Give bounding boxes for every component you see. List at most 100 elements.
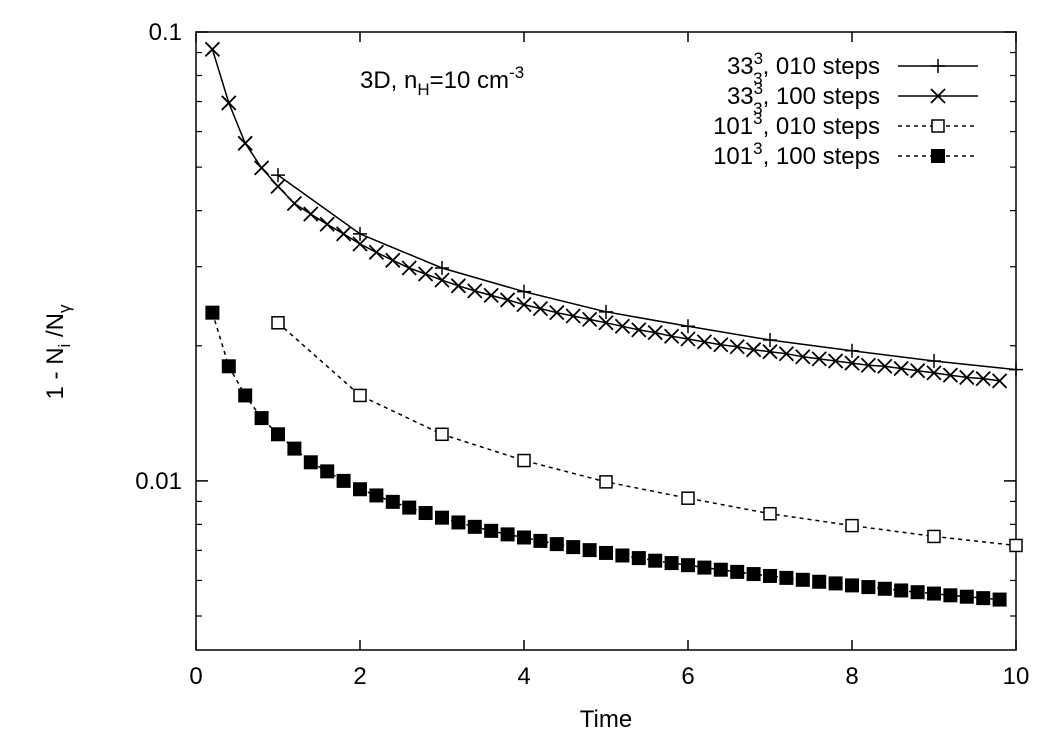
data-point bbox=[286, 195, 303, 212]
data-point bbox=[959, 589, 974, 604]
data-point bbox=[565, 308, 581, 324]
data-point bbox=[517, 453, 531, 468]
data-point bbox=[713, 337, 729, 353]
legend-item: 1013, 010 steps bbox=[713, 109, 978, 140]
data-point bbox=[812, 574, 827, 589]
data-point bbox=[385, 494, 400, 509]
x-tick-label: 0 bbox=[189, 663, 202, 690]
data-point bbox=[746, 567, 761, 582]
legend-marker bbox=[931, 149, 945, 163]
data-point bbox=[845, 578, 859, 593]
data-point bbox=[385, 252, 401, 268]
data-point bbox=[795, 572, 810, 587]
data-point bbox=[811, 351, 827, 367]
data-point bbox=[287, 441, 302, 456]
data-point bbox=[614, 318, 631, 334]
data-point bbox=[467, 283, 483, 299]
series-line bbox=[277, 322, 1017, 547]
data-point bbox=[779, 570, 794, 585]
legend-marker bbox=[931, 119, 945, 133]
data-point bbox=[975, 370, 991, 387]
data-point bbox=[253, 160, 270, 176]
data-point bbox=[599, 545, 613, 560]
data-point bbox=[762, 344, 778, 360]
data-point bbox=[910, 585, 925, 600]
data-point bbox=[763, 332, 777, 347]
chart-annotation: 3D, nH=10 cm-3 bbox=[360, 63, 524, 99]
data-point bbox=[517, 284, 531, 299]
legend-label: 333 3, 100 steps bbox=[727, 79, 880, 118]
data-point bbox=[533, 533, 548, 548]
data-point bbox=[483, 287, 499, 303]
data-point bbox=[532, 300, 549, 317]
data-point bbox=[861, 580, 876, 595]
legend-label: 1013, 100 steps bbox=[713, 139, 880, 170]
data-point bbox=[942, 367, 959, 383]
x-tick-label: 4 bbox=[517, 663, 530, 690]
data-point bbox=[681, 491, 695, 505]
data-point bbox=[484, 523, 499, 538]
data-point bbox=[417, 266, 434, 282]
legend-item: 1013, 100 steps bbox=[713, 139, 978, 170]
data-point bbox=[713, 562, 728, 577]
data-point bbox=[663, 328, 680, 344]
data-point bbox=[353, 388, 367, 403]
data-point bbox=[237, 135, 253, 151]
data-point bbox=[434, 272, 450, 288]
data-point bbox=[204, 41, 221, 57]
data-point bbox=[353, 482, 367, 497]
legend-marker bbox=[931, 59, 945, 73]
data-point bbox=[581, 311, 598, 327]
data-point bbox=[599, 304, 613, 319]
data-point bbox=[254, 411, 269, 426]
x-tick-label: 6 bbox=[681, 663, 694, 690]
data-point bbox=[418, 506, 433, 521]
legend-label: 1013, 010 steps bbox=[713, 109, 880, 140]
data-point bbox=[271, 427, 285, 442]
data-point bbox=[648, 553, 663, 568]
data-point bbox=[205, 305, 220, 320]
data-point bbox=[927, 353, 941, 368]
legend-label: 333 3, 010 steps bbox=[727, 49, 880, 88]
data-point bbox=[353, 226, 367, 241]
data-point bbox=[729, 339, 745, 355]
series-line bbox=[211, 49, 1000, 382]
data-point bbox=[369, 488, 384, 503]
y-tick-label: 0.1 bbox=[149, 19, 182, 46]
x-tick-label: 8 bbox=[845, 663, 858, 690]
data-point bbox=[402, 500, 417, 515]
x-tick-label: 10 bbox=[1003, 663, 1030, 690]
data-point bbox=[894, 583, 909, 598]
data-point bbox=[845, 518, 859, 533]
data-point bbox=[451, 515, 466, 530]
data-point bbox=[221, 95, 237, 111]
data-point bbox=[221, 359, 236, 374]
plot-frame bbox=[195, 31, 1017, 651]
data-point bbox=[1009, 362, 1023, 377]
data-point bbox=[500, 527, 515, 542]
data-point bbox=[927, 586, 941, 601]
data-point bbox=[368, 244, 385, 260]
data-point bbox=[467, 519, 482, 534]
x-tick-label: 2 bbox=[353, 663, 366, 690]
data-point bbox=[435, 427, 449, 442]
data-point bbox=[599, 475, 613, 489]
data-point bbox=[303, 455, 318, 470]
data-point bbox=[320, 464, 335, 479]
data-point bbox=[499, 292, 516, 308]
data-point bbox=[271, 316, 285, 330]
data-point bbox=[335, 226, 352, 242]
data-point bbox=[681, 558, 695, 573]
data-point bbox=[647, 324, 663, 341]
data-point bbox=[664, 556, 679, 571]
data-point bbox=[303, 206, 319, 222]
data-point bbox=[582, 543, 597, 558]
data-point bbox=[991, 373, 1008, 389]
data-point bbox=[926, 365, 942, 381]
data-point bbox=[352, 236, 368, 252]
data-point bbox=[827, 353, 844, 369]
data-point bbox=[927, 529, 941, 544]
series-line bbox=[277, 174, 1017, 371]
data-point bbox=[615, 548, 630, 563]
